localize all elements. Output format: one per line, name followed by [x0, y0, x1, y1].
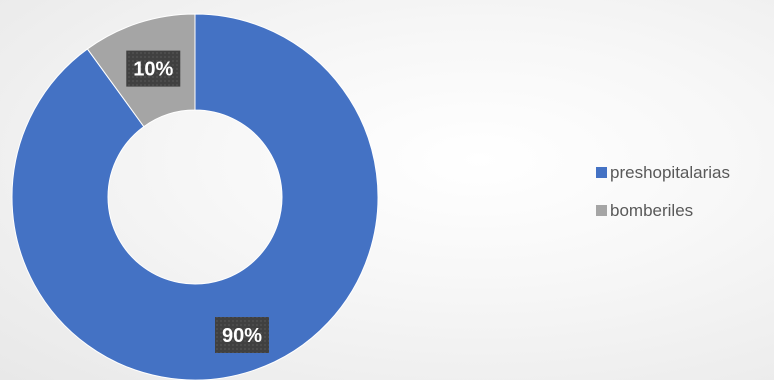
legend-swatch [596, 167, 607, 178]
legend-swatch [596, 205, 607, 216]
data-label-preshopitalarias: 90% [215, 317, 269, 353]
slice-preshopitalarias [11, 13, 379, 380]
data-label-text: 90% [222, 325, 262, 347]
legend: preshopitalarias bomberiles [596, 163, 730, 239]
data-label-box [126, 50, 181, 87]
legend-item-bomberiles: bomberiles [596, 201, 730, 220]
legend-label: preshopitalarias [610, 162, 731, 182]
data-label-text: 10% [133, 59, 173, 81]
data-label-bomberiles: 10% [126, 50, 181, 87]
legend-item-preshopitalarias: preshopitalarias [596, 163, 730, 182]
legend-label: bomberiles [610, 200, 694, 220]
data-label-box [215, 317, 269, 353]
